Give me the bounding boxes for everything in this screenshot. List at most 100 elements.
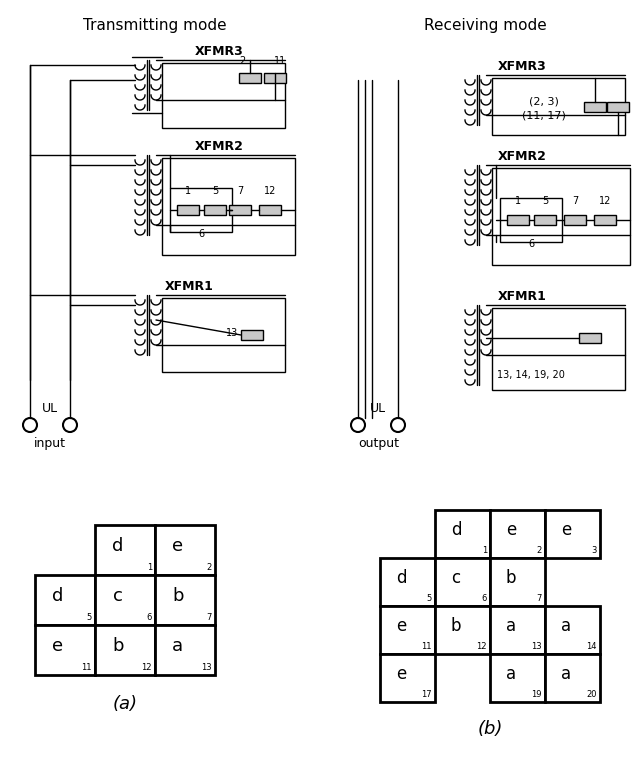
Bar [264, 73, 286, 83]
Text: 13: 13 [201, 663, 212, 672]
Text: 17: 17 [421, 690, 432, 699]
Text: 7: 7 [206, 613, 212, 622]
Bar [545, 606, 600, 654]
Text: e: e [52, 637, 64, 655]
Bar [204, 205, 226, 215]
Text: 2: 2 [239, 56, 245, 66]
Bar [500, 198, 562, 242]
Text: 2: 2 [207, 563, 212, 572]
Circle shape [391, 418, 405, 432]
Bar [95, 625, 155, 675]
Text: 6: 6 [199, 229, 204, 239]
Text: c: c [451, 569, 460, 587]
Text: 2: 2 [537, 546, 542, 555]
Bar [492, 168, 630, 265]
Text: Receiving mode: Receiving mode [424, 18, 547, 33]
Text: 3: 3 [592, 546, 597, 555]
Bar [380, 606, 435, 654]
Bar [594, 215, 616, 225]
Text: a: a [506, 665, 516, 683]
Text: c: c [113, 587, 123, 605]
Text: (b): (b) [477, 720, 503, 738]
Text: b: b [505, 569, 516, 587]
Text: a: a [506, 617, 516, 636]
Text: 7: 7 [537, 594, 542, 603]
Bar [490, 654, 545, 702]
Bar [507, 215, 529, 225]
Bar [435, 606, 490, 654]
Bar [534, 215, 556, 225]
Bar [95, 525, 155, 575]
Bar [564, 215, 586, 225]
Bar [155, 525, 215, 575]
Bar [545, 654, 600, 702]
Bar [155, 575, 215, 625]
Text: output: output [358, 437, 399, 450]
Text: 11: 11 [274, 56, 286, 66]
Text: 13, 14, 19, 20: 13, 14, 19, 20 [497, 370, 565, 380]
Text: 1: 1 [515, 196, 521, 206]
Text: a: a [561, 617, 571, 636]
Text: a: a [561, 665, 571, 683]
Text: d: d [451, 521, 461, 539]
Text: 12: 12 [599, 196, 611, 206]
Text: XFMR1: XFMR1 [498, 290, 547, 303]
Text: 13: 13 [531, 642, 542, 651]
Text: 20: 20 [586, 690, 597, 699]
Text: e: e [396, 665, 406, 683]
Text: 6: 6 [529, 239, 534, 249]
Bar [170, 188, 232, 232]
Text: 5: 5 [427, 594, 432, 603]
Bar [35, 625, 95, 675]
Bar [229, 205, 251, 215]
Text: XFMR2: XFMR2 [498, 150, 547, 163]
Text: (2, 3): (2, 3) [529, 96, 558, 106]
Bar [239, 73, 261, 83]
Bar [380, 654, 435, 702]
Text: e: e [561, 521, 571, 539]
Text: input: input [34, 437, 66, 450]
Text: (a): (a) [113, 695, 138, 713]
Bar [492, 308, 625, 390]
Text: 5: 5 [212, 186, 218, 196]
Text: e: e [396, 617, 406, 636]
Text: e: e [172, 537, 183, 555]
Bar [95, 575, 155, 625]
Bar [579, 333, 601, 343]
Bar [490, 606, 545, 654]
Bar [259, 205, 281, 215]
Text: d: d [52, 587, 64, 605]
Text: XFMR1: XFMR1 [165, 280, 214, 293]
Circle shape [63, 418, 77, 432]
Text: UL: UL [42, 402, 58, 415]
Bar [162, 158, 295, 255]
Bar [435, 558, 490, 606]
Bar [35, 575, 95, 625]
Text: 5: 5 [87, 613, 92, 622]
Text: XFMR3: XFMR3 [498, 60, 547, 73]
Text: 11: 11 [82, 663, 92, 672]
Bar [162, 63, 285, 128]
Text: 12: 12 [141, 663, 152, 672]
Text: 5: 5 [542, 196, 548, 206]
Text: d: d [395, 569, 406, 587]
Text: e: e [506, 521, 516, 539]
Text: 1: 1 [185, 186, 191, 196]
Text: b: b [451, 617, 461, 636]
Bar [545, 510, 600, 558]
Text: (11, 17): (11, 17) [521, 110, 565, 120]
Text: 13: 13 [226, 328, 238, 338]
Text: 6: 6 [482, 594, 487, 603]
Text: b: b [112, 637, 123, 655]
Bar [490, 558, 545, 606]
Bar [607, 102, 629, 112]
Text: XFMR2: XFMR2 [195, 140, 244, 153]
Text: 6: 6 [147, 613, 152, 622]
Text: Transmitting mode: Transmitting mode [83, 18, 227, 33]
Bar [492, 78, 625, 135]
Text: 11: 11 [422, 642, 432, 651]
Text: 1: 1 [147, 563, 152, 572]
Bar [162, 298, 285, 372]
Bar [241, 330, 263, 340]
Text: 12: 12 [264, 186, 276, 196]
